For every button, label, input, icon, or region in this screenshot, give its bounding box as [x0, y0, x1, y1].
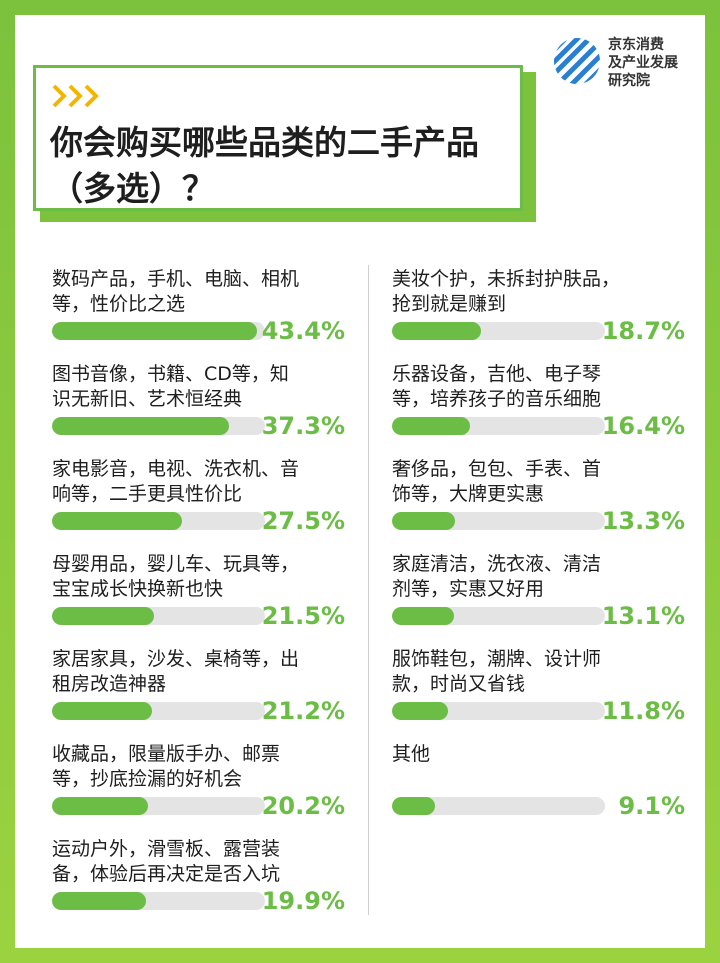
bar-item: 服饰鞋包，潮牌、设计师 款，时尚又省钱 11.8%	[392, 645, 685, 740]
category-label: 宝宝成长快换新也快	[52, 578, 224, 600]
bar-item: 家庭清洁，洗衣液、清洁 剂等，实惠又好用 13.1%	[392, 550, 685, 645]
bar	[392, 322, 481, 340]
value-label: 13.1%	[601, 602, 685, 630]
value-label: 13.3%	[601, 507, 685, 535]
bar-track	[52, 892, 265, 910]
bar	[392, 607, 454, 625]
bar	[52, 512, 183, 530]
category-label: 抢到就是赚到	[392, 293, 507, 315]
bar	[52, 892, 147, 910]
value-label: 21.5%	[261, 602, 345, 630]
category-label: 识无新旧、艺术恒经典	[52, 388, 243, 410]
value-label: 20.2%	[261, 792, 345, 820]
chart-title: 你会购买哪些品类的二手产品（多选）？	[50, 123, 479, 208]
category-label: 奢侈品，包包、手表、首	[392, 458, 602, 480]
logo-line: 及产业发展	[608, 55, 678, 71]
category-label: 收藏品，限量版手办、邮票	[52, 743, 281, 765]
value-label: 27.5%	[261, 507, 345, 535]
logo-icon	[554, 38, 600, 84]
category-label: 其他	[392, 743, 431, 765]
bar-item: 美妆个护，未拆封护肤品， 抢到就是赚到 18.7%	[392, 265, 685, 360]
title-box	[33, 65, 523, 211]
category-label: 家居家具，沙发、桌椅等，出	[52, 648, 300, 670]
category-label: 等，培养孩子的音乐细胞	[392, 388, 602, 410]
bar	[52, 417, 229, 435]
value-label: 21.2%	[261, 697, 345, 725]
bar-track	[52, 417, 265, 435]
bar	[52, 607, 154, 625]
bar-track	[52, 607, 265, 625]
bar-item: 家电影音，电视、洗衣机、音 响等，二手更具性价比 27.5%	[52, 455, 345, 550]
bar	[52, 702, 153, 720]
divider	[368, 265, 369, 915]
bar	[392, 512, 455, 530]
bar-item: 其他 9.1%	[392, 740, 685, 835]
bar-item: 数码产品，手机、电脑、相机 等，性价比之选 43.4%	[52, 265, 345, 360]
value-label: 37.3%	[261, 412, 345, 440]
bar	[52, 322, 258, 340]
category-label: 等，性价比之选	[52, 293, 186, 315]
logo-line: 研究院	[608, 73, 650, 89]
bar-item: 图书音像，书籍、CD等，知 识无新旧、艺术恒经典 37.3%	[52, 360, 345, 455]
bar-track	[52, 797, 265, 815]
bar-track	[392, 702, 605, 720]
logo-text: 京东消费及产业发展研究院	[608, 36, 678, 90]
value-label: 9.1%	[618, 792, 685, 820]
category-label: 母婴用品，婴儿车、玩具等，	[52, 553, 300, 575]
value-label: 11.8%	[601, 697, 685, 725]
logo-line: 京东消费	[608, 37, 664, 53]
value-label: 43.4%	[261, 317, 345, 345]
category-label: 家庭清洁，洗衣液、清洁	[392, 553, 602, 575]
value-label: 16.4%	[601, 412, 685, 440]
bar	[392, 797, 436, 815]
arrows-icon	[52, 84, 99, 108]
category-label: 租房改造神器	[52, 673, 167, 695]
bar-item: 收藏品，限量版手办、邮票 等，抄底捡漏的好机会 20.2%	[52, 740, 345, 835]
category-label: 数码产品，手机、电脑、相机	[52, 268, 300, 290]
bar-item: 母婴用品，婴儿车、玩具等， 宝宝成长快换新也快 21.5%	[52, 550, 345, 645]
category-label: 美妆个护，未拆封护肤品，	[392, 268, 621, 290]
category-label: 备，体验后再决定是否入坑	[52, 863, 281, 885]
bar-item: 运动户外，滑雪板、露营装 备，体验后再决定是否入坑 19.9%	[52, 835, 345, 930]
bar	[392, 702, 448, 720]
category-label: 剂等，实惠又好用	[392, 578, 545, 600]
bar-track	[52, 322, 265, 340]
category-label: 乐器设备，吉他、电子琴	[392, 363, 602, 385]
category-label: 家电影音，电视、洗衣机、音	[52, 458, 300, 480]
bar	[52, 797, 148, 815]
category-label: 等，抄底捡漏的好机会	[52, 768, 243, 790]
bar-track	[392, 417, 605, 435]
bar-track	[392, 322, 605, 340]
category-label: 款，时尚又省钱	[392, 673, 526, 695]
value-label: 19.9%	[261, 887, 345, 915]
bar-item: 乐器设备，吉他、电子琴 等，培养孩子的音乐细胞 16.4%	[392, 360, 685, 455]
bar-item: 家居家具，沙发、桌椅等，出 租房改造神器 21.2%	[52, 645, 345, 740]
value-label: 18.7%	[601, 317, 685, 345]
category-label: 运动户外，滑雪板、露营装	[52, 838, 281, 860]
category-label: 响等，二手更具性价比	[52, 483, 243, 505]
bar-track	[392, 797, 605, 815]
bar-track	[392, 607, 605, 625]
bar-track	[392, 512, 605, 530]
category-label: 图书音像，书籍、CD等，知	[52, 363, 289, 385]
category-label: 饰等，大牌更实惠	[392, 483, 545, 505]
bar-track	[52, 512, 265, 530]
bar-item: 奢侈品，包包、手表、首 饰等，大牌更实惠 13.3%	[392, 455, 685, 550]
bar-track	[52, 702, 265, 720]
category-label: 服饰鞋包，潮牌、设计师	[392, 648, 602, 670]
bar	[392, 417, 470, 435]
